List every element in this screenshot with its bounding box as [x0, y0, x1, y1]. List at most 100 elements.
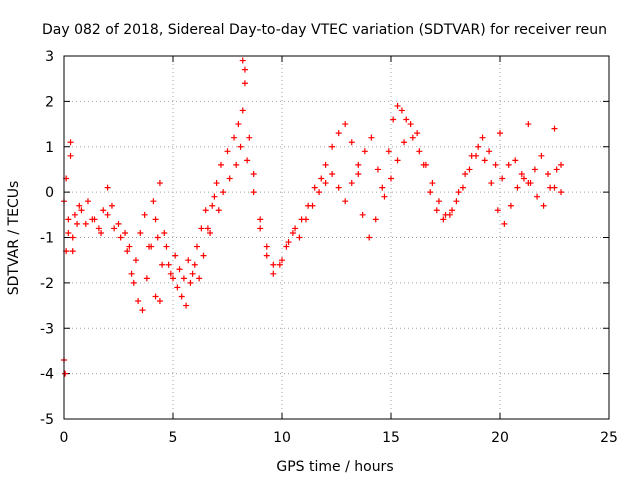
data-point	[453, 198, 460, 205]
data-point	[388, 175, 394, 182]
data-point	[374, 166, 381, 173]
data-point	[433, 207, 440, 214]
data-point	[117, 234, 124, 241]
chart-title: Day 082 of 2018, Sidereal Day-to-day VTE…	[42, 22, 607, 38]
data-point	[220, 189, 227, 196]
data-point	[108, 202, 115, 209]
data-point	[492, 161, 499, 168]
data-point	[185, 257, 192, 264]
data-point	[91, 216, 98, 223]
data-point	[100, 207, 107, 214]
data-point	[403, 116, 410, 123]
data-point	[285, 239, 292, 246]
grid-lines	[64, 56, 609, 419]
data-point	[329, 170, 336, 177]
data-point	[156, 180, 163, 187]
data-point	[115, 220, 122, 227]
data-point	[514, 184, 521, 191]
y-tick-label: -2	[40, 276, 54, 292]
data-point	[335, 184, 342, 191]
data-point	[154, 234, 161, 241]
data-point	[167, 270, 174, 277]
data-point	[486, 148, 493, 155]
data-point	[481, 157, 488, 164]
data-point	[111, 225, 118, 232]
data-point	[355, 161, 362, 168]
data-point	[165, 261, 172, 268]
data-point	[283, 243, 290, 250]
data-point	[368, 134, 375, 141]
data-point	[65, 216, 72, 223]
data-point	[130, 279, 137, 286]
data-point	[137, 229, 144, 236]
data-point	[174, 284, 181, 291]
data-point	[394, 157, 401, 164]
data-point	[207, 229, 214, 236]
data-point	[318, 175, 325, 182]
data-point	[135, 298, 142, 305]
data-point	[143, 275, 150, 282]
data-point	[494, 207, 501, 214]
y-tick-label: -3	[40, 321, 54, 337]
data-point	[211, 193, 218, 200]
data-point	[172, 252, 179, 259]
data-point	[71, 211, 78, 218]
data-point	[289, 229, 296, 236]
data-point	[551, 184, 558, 191]
data-point	[196, 275, 203, 282]
data-point	[466, 166, 473, 173]
y-axis-label: SDTVAR / TECUs	[6, 181, 22, 296]
data-point	[302, 216, 309, 223]
x-tick-label: 25	[600, 430, 618, 446]
data-point	[156, 298, 163, 305]
data-point	[241, 66, 248, 73]
data-point	[381, 193, 388, 200]
x-axis-label: GPS time / hours	[276, 459, 393, 475]
data-point	[161, 229, 168, 236]
data-point	[544, 170, 551, 177]
data-point	[414, 130, 421, 137]
data-point	[534, 193, 541, 200]
data-point	[335, 130, 342, 137]
data-point	[379, 184, 386, 191]
data-point	[553, 166, 560, 173]
data-point	[250, 189, 257, 196]
data-point	[501, 220, 508, 227]
data-point	[518, 170, 525, 177]
data-point	[104, 184, 111, 191]
data-point	[296, 234, 303, 241]
data-point	[84, 198, 91, 205]
data-point	[183, 302, 190, 309]
data-point	[193, 243, 200, 250]
data-point	[67, 152, 74, 159]
plot-frame	[63, 55, 610, 420]
data-point	[420, 161, 427, 168]
data-point	[372, 216, 379, 223]
data-point	[531, 166, 538, 173]
data-point	[257, 225, 264, 232]
data-point	[246, 134, 253, 141]
data-point	[322, 180, 329, 187]
data-point	[435, 198, 442, 205]
data-point	[446, 211, 453, 218]
data-point	[257, 216, 264, 223]
data-point	[104, 211, 111, 218]
data-point	[98, 229, 105, 236]
axis-ticks: 0 5 10 15 20 25 -5 -4 -3 -2 -1 0 1 2 3	[40, 49, 618, 446]
data-point	[163, 243, 170, 250]
data-point	[244, 157, 251, 164]
data-point	[416, 148, 423, 155]
data-point	[329, 143, 336, 150]
data-point	[95, 225, 102, 232]
data-point	[263, 243, 270, 250]
data-point	[74, 220, 81, 227]
data-point	[226, 175, 233, 182]
data-points	[61, 57, 565, 377]
data-point	[237, 143, 244, 150]
y-tick-label: -4	[40, 367, 54, 383]
data-point	[359, 211, 366, 218]
x-tick-label: 0	[60, 430, 69, 446]
data-point	[292, 225, 299, 232]
data-point	[263, 252, 270, 259]
